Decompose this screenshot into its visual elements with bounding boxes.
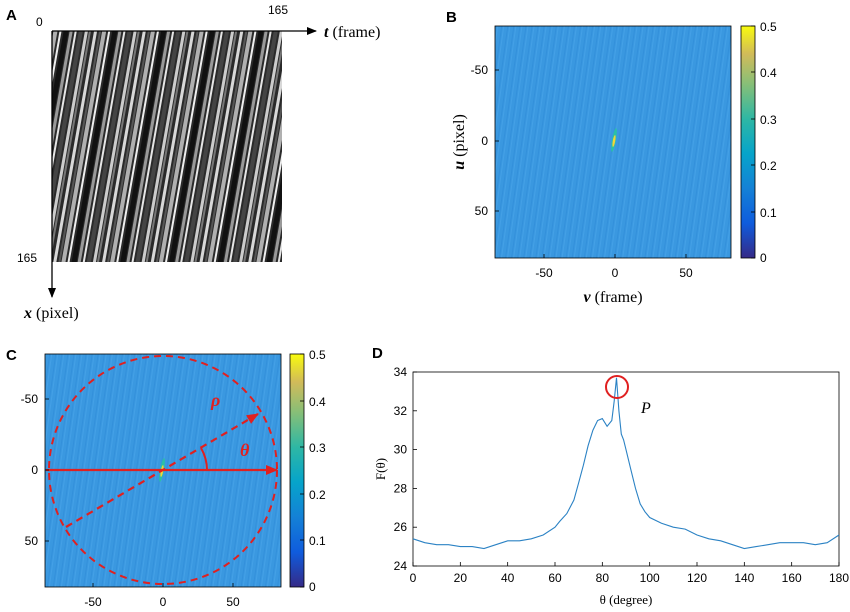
d-y-tick-label: 28 <box>394 481 408 495</box>
d-y-tick-label: 24 <box>394 559 408 573</box>
theta-label: θ <box>240 440 250 460</box>
f-theta-line <box>412 377 840 550</box>
b-cbar-tick-1: 0.5 <box>760 20 777 34</box>
d-x-label: θ (degree) <box>600 592 653 607</box>
kymograph-image <box>52 31 282 262</box>
peak-label: P <box>640 400 651 417</box>
c-y-tick-3: 50 <box>25 534 39 548</box>
b-y-tick-2: 0 <box>481 134 488 148</box>
d-axis-ticks: 0 20 40 60 80 100 120 140 160 180 24 26 28 30 32 34 <box>394 365 850 585</box>
c-x-tick-3: 50 <box>226 595 240 609</box>
b-cbar-tick-2: 0.4 <box>760 66 777 80</box>
d-y-tick-label: 34 <box>394 365 408 379</box>
d-x-tick-label: 140 <box>734 571 754 585</box>
b-colorbar <box>740 25 756 259</box>
d-x-tick-label: 100 <box>640 571 660 585</box>
c-cbar-tick-3: 0.3 <box>309 441 326 455</box>
t-max-label: 165 <box>268 3 288 17</box>
theta-arc <box>200 447 208 471</box>
rho-label: ρ <box>210 390 220 410</box>
c-cbar-tick-5: 0.1 <box>309 534 326 548</box>
t-axis-label: t (frame) <box>324 24 380 41</box>
b-cbar-tick-5: 0.1 <box>760 206 777 220</box>
panel-a-letter: A <box>6 7 17 24</box>
b-y-tick-1: -50 <box>471 63 489 77</box>
panel-b: B -50 0 50 -50 0 50 v (frame) u (pixel) … <box>446 9 777 306</box>
b-x-tick-3: 50 <box>679 266 693 280</box>
x-max-label: 165 <box>17 251 37 265</box>
b-x-tick-2: 0 <box>612 266 619 280</box>
panel-d: D 0 20 40 60 80 100 120 140 160 180 24 26 28 30 32 34 P… <box>372 345 849 607</box>
b-x-label: v (frame) <box>583 289 642 306</box>
peak-circle <box>605 375 629 399</box>
d-y-tick-label: 26 <box>394 520 408 534</box>
b-cbar-tick-6: 0 <box>760 251 767 265</box>
c-cbar-tick-4: 0.2 <box>309 488 326 502</box>
c-x-tick-2: 0 <box>160 595 167 609</box>
d-x-tick-label: 160 <box>782 571 802 585</box>
panel-b-letter: B <box>446 9 457 26</box>
d-x-tick-label: 120 <box>687 571 707 585</box>
d-x-tick-label: 60 <box>548 571 562 585</box>
c-colorbar <box>289 353 305 588</box>
rho-dashed-line <box>65 413 259 528</box>
d-x-tick-label: 0 <box>410 571 417 585</box>
c-y-tick-1: -50 <box>21 392 39 406</box>
panel-c-letter: C <box>6 347 17 364</box>
c-x-tick-1: -50 <box>84 595 102 609</box>
x-axis-label: x (pixel) <box>23 305 79 322</box>
panel-c: C ρ θ -50 0 50 -50 0 50 0.5 0.4 0.3 0.2 … <box>6 347 326 609</box>
c-cbar-tick-1: 0.5 <box>309 348 326 362</box>
c-y-tick-2: 0 <box>31 463 38 477</box>
panel-d-letter: D <box>372 345 383 362</box>
c-cbar-tick-6: 0 <box>309 580 316 594</box>
b-x-tick-1: -50 <box>535 266 553 280</box>
b-y-label: u (pixel) <box>451 114 468 170</box>
b-cbar-tick-4: 0.2 <box>760 159 777 173</box>
spectrum-peak-core <box>612 135 616 147</box>
d-x-tick-label: 80 <box>596 571 610 585</box>
d-x-tick-label: 180 <box>829 571 849 585</box>
d-x-tick-label: 20 <box>454 571 468 585</box>
d-y-tick-label: 30 <box>394 443 408 457</box>
d-y-label: F(θ) <box>373 458 388 480</box>
d-x-tick-label: 40 <box>501 571 515 585</box>
d-plot-frame <box>412 371 840 567</box>
panel-a: A 0 165 165 t (frame) x (pixel) <box>6 3 380 322</box>
c-cbar-tick-2: 0.4 <box>309 395 326 409</box>
d-y-tick-label: 32 <box>394 404 408 418</box>
origin-label: 0 <box>36 15 43 29</box>
b-cbar-tick-3: 0.3 <box>760 113 777 127</box>
b-y-tick-3: 50 <box>475 204 489 218</box>
